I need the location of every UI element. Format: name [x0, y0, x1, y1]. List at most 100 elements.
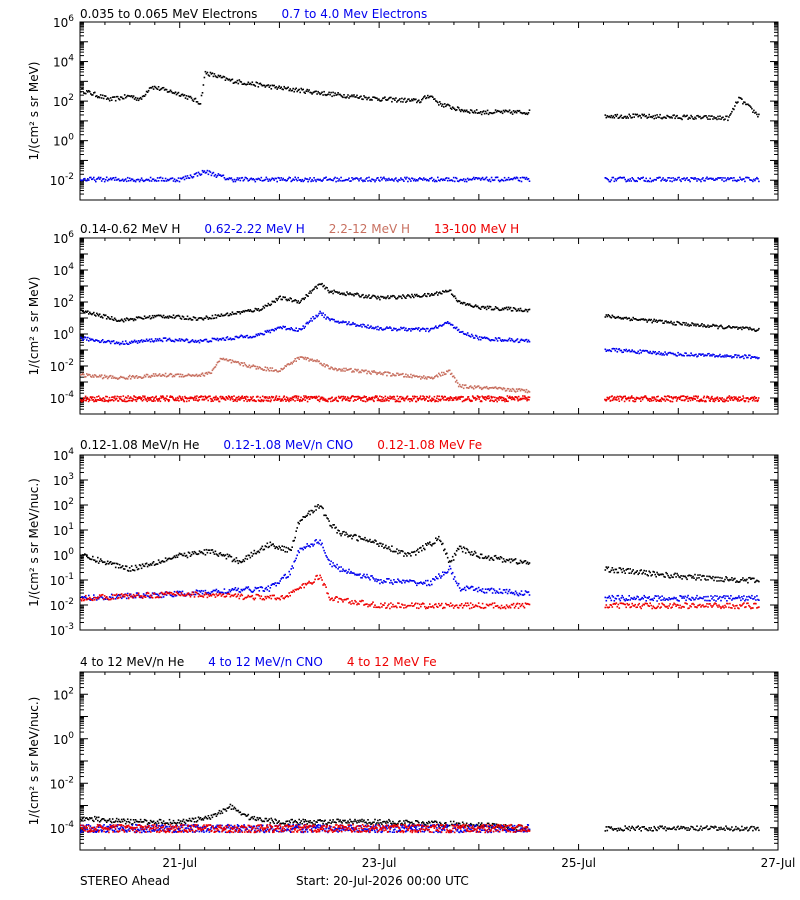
data-point: [129, 378, 132, 380]
data-point: [427, 292, 429, 295]
data-point: [496, 109, 499, 112]
data-point: [509, 339, 512, 342]
data-point: [459, 302, 462, 305]
data-point: [363, 538, 365, 541]
data-point: [217, 173, 220, 175]
data-point: [465, 180, 468, 183]
data-point: [294, 395, 297, 397]
data-point: [438, 292, 440, 294]
data-point: [405, 553, 407, 555]
data-point: [649, 400, 651, 402]
data-point: [189, 340, 192, 343]
data-point: [117, 178, 120, 180]
data-point: [364, 296, 366, 299]
data-point: [410, 373, 412, 376]
data-point: [332, 368, 334, 370]
data-point: [226, 336, 229, 338]
data-point: [732, 356, 734, 358]
data-point: [677, 351, 679, 354]
data-point: [353, 371, 355, 373]
data-point: [476, 305, 479, 308]
data-point: [299, 301, 301, 304]
data-point: [243, 400, 245, 402]
data-point: [221, 554, 224, 557]
data-point: [130, 397, 132, 399]
data-point: [372, 178, 374, 181]
y-tick-label: 106: [53, 230, 74, 246]
data-point: [689, 399, 692, 402]
data-point: [284, 296, 286, 299]
data-point: [201, 92, 204, 94]
data-point: [304, 325, 306, 328]
data-point: [358, 325, 360, 327]
data-point: [726, 178, 728, 181]
data-point: [391, 100, 393, 103]
data-point: [474, 304, 477, 306]
data-point: [393, 327, 395, 330]
data-point: [651, 116, 653, 119]
data-point: [449, 399, 451, 401]
data-point: [511, 387, 514, 390]
data-point: [309, 358, 311, 361]
data-point: [178, 375, 181, 378]
data-point: [342, 370, 344, 372]
data-point: [158, 337, 161, 340]
data-point: [748, 328, 750, 331]
data-point: [188, 341, 191, 344]
data-point: [265, 331, 268, 333]
data-point: [124, 378, 127, 380]
data-point: [438, 104, 440, 106]
data-point: [443, 178, 445, 181]
data-point: [646, 321, 648, 323]
data-point: [294, 299, 296, 301]
data-point: [502, 387, 505, 389]
data-point: [751, 396, 753, 399]
data-point: [349, 292, 351, 294]
data-point: [468, 303, 471, 305]
data-point: [212, 317, 215, 320]
data-point: [327, 365, 329, 367]
data-point: [252, 335, 255, 338]
data-point: [202, 340, 205, 342]
data-point: [208, 549, 211, 551]
data-point: [684, 324, 686, 326]
data-point: [673, 353, 675, 356]
data-point: [524, 391, 527, 393]
data-point: [175, 179, 178, 181]
data-point: [343, 367, 345, 370]
data-point: [249, 366, 252, 369]
data-point: [494, 306, 497, 308]
data-point: [365, 178, 367, 180]
data-point: [376, 543, 378, 545]
data-point: [275, 546, 277, 548]
data-point: [121, 97, 124, 100]
data-point: [149, 176, 152, 179]
data-point: [361, 397, 363, 399]
data-point: [328, 291, 330, 294]
data-point: [360, 295, 362, 298]
data-point: [352, 178, 354, 181]
data-point: [162, 314, 165, 317]
data-point: [281, 327, 283, 330]
data-point: [674, 397, 677, 399]
data-point: [108, 399, 110, 401]
data-point: [120, 566, 123, 568]
data-point: [253, 549, 256, 552]
data-point: [652, 320, 654, 322]
data-point: [106, 97, 109, 99]
data-point: [426, 378, 428, 380]
data-point: [653, 318, 655, 321]
data-point: [233, 558, 236, 561]
data-point: [359, 370, 361, 373]
data-point: [292, 329, 294, 332]
data-point: [236, 79, 239, 82]
data-point: [435, 537, 437, 539]
data-point: [713, 324, 715, 326]
data-point: [169, 396, 171, 398]
data-point: [175, 373, 178, 376]
data-point: [178, 95, 181, 97]
data-point: [152, 341, 155, 343]
data-point: [388, 397, 391, 400]
data-point: [142, 180, 145, 183]
data-point: [86, 339, 88, 341]
